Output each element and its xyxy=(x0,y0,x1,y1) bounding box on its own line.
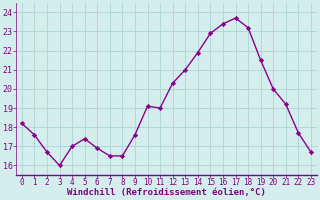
X-axis label: Windchill (Refroidissement éolien,°C): Windchill (Refroidissement éolien,°C) xyxy=(67,188,266,197)
